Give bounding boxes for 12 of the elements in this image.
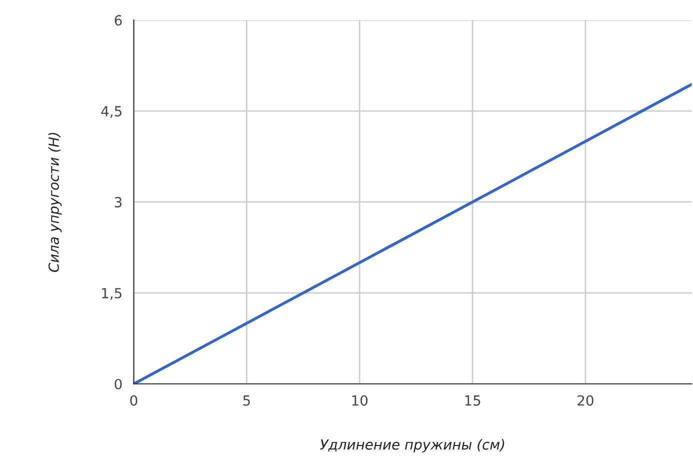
y-tick-label: 6	[114, 15, 122, 26]
x-tick-label: 10	[352, 395, 368, 406]
x-tick-label: 0	[130, 395, 138, 406]
x-tick-label: 15	[465, 395, 480, 406]
y-tick-label: 0	[114, 378, 122, 390]
x-tick-label: 5	[243, 395, 250, 406]
x-tick-label: 20	[578, 395, 594, 406]
y-tick-label: 1,5	[102, 288, 122, 300]
x-axis-title: Удлинение пружины (см)	[320, 439, 504, 452]
y-tick-label: 4,5	[101, 106, 122, 118]
y-axis-title: Сила упругости (Н)	[48, 132, 62, 272]
y-tick-label: 3	[114, 196, 122, 208]
